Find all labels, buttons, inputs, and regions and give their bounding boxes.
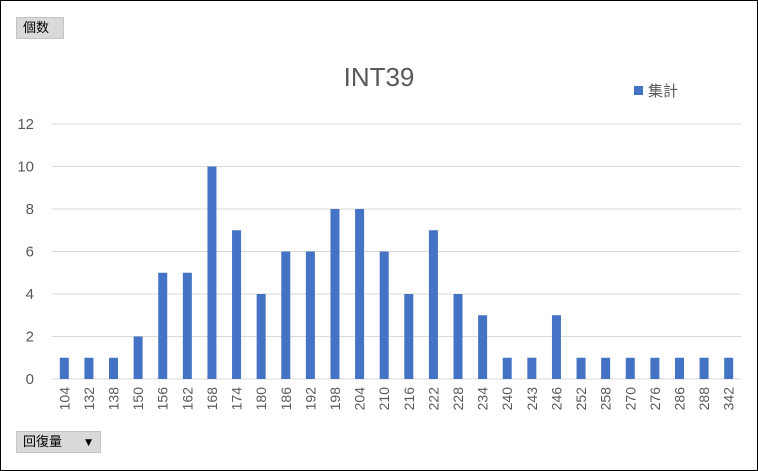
bar [109,357,119,379]
bar [59,357,69,379]
x-tick-label: 240 [499,387,515,411]
bar [330,209,340,379]
x-tick-label: 258 [598,387,614,411]
x-tick-label: 210 [376,387,392,411]
x-tick-label: 192 [302,387,318,411]
bar [256,294,266,379]
bar [379,251,389,379]
y-tick-label: 8 [26,201,34,218]
x-tick-label: 270 [622,387,638,411]
bar [232,230,242,379]
legend-swatch [634,86,643,95]
bar [576,357,586,379]
x-tick-label: 288 [696,387,712,411]
bar [502,357,512,379]
y-tick-label: 6 [26,244,34,261]
x-tick-label: 342 [721,387,737,411]
y-tick-label: 12 [17,116,34,133]
y-tick-label: 2 [26,329,34,346]
bar [601,357,611,379]
bar [182,272,192,379]
x-tick-label: 156 [155,387,171,411]
x-tick-label: 222 [425,387,441,411]
x-tick-label: 186 [278,387,294,411]
bar [650,357,660,379]
axis-field-dropdown[interactable]: 回復量 ▼ [16,431,101,453]
x-tick-label: 246 [548,387,564,411]
x-tick-label: 168 [204,387,220,411]
x-tick-label: 286 [671,387,687,411]
bar [625,357,635,379]
chevron-down-icon: ▼ [85,438,92,448]
chart-title: INT39 [343,62,415,92]
x-tick-label: 204 [352,387,368,411]
x-tick-label: 198 [327,387,343,411]
bar [551,315,561,379]
x-tick-label: 228 [450,387,466,411]
x-tick-label: 234 [475,387,491,411]
x-tick-label: 150 [130,387,146,411]
x-tick-label: 162 [179,387,195,411]
bar [84,357,94,379]
y-tick-label: 4 [26,286,34,303]
legend-label: 集計 [648,82,679,100]
bar [478,315,488,379]
values-field-button[interactable]: 個数 [16,17,64,39]
bar [453,294,463,379]
y-tick-label: 10 [17,159,34,176]
bar [305,251,315,379]
x-tick-label: 216 [401,387,417,411]
axis-field-label: 回復量 [23,435,63,450]
x-tick-label: 132 [81,387,97,411]
x-tick-label: 243 [524,387,540,411]
bar [355,209,365,379]
bar [674,357,684,379]
bar [527,357,537,379]
bar [699,357,709,379]
y-tick-label: 0 [26,371,34,388]
bar [428,230,438,379]
x-tick-label: 252 [573,387,589,411]
bar [133,336,143,379]
x-tick-label: 180 [253,387,269,411]
bar [158,272,168,379]
bar [207,166,217,379]
x-tick-label: 138 [106,387,122,411]
x-tick-label: 276 [647,387,663,411]
x-tick-label: 174 [229,387,245,411]
bar [281,251,291,379]
bar [724,357,734,379]
x-tick-label: 104 [56,387,72,411]
bar [404,294,414,379]
legend: 集計 [634,80,678,100]
